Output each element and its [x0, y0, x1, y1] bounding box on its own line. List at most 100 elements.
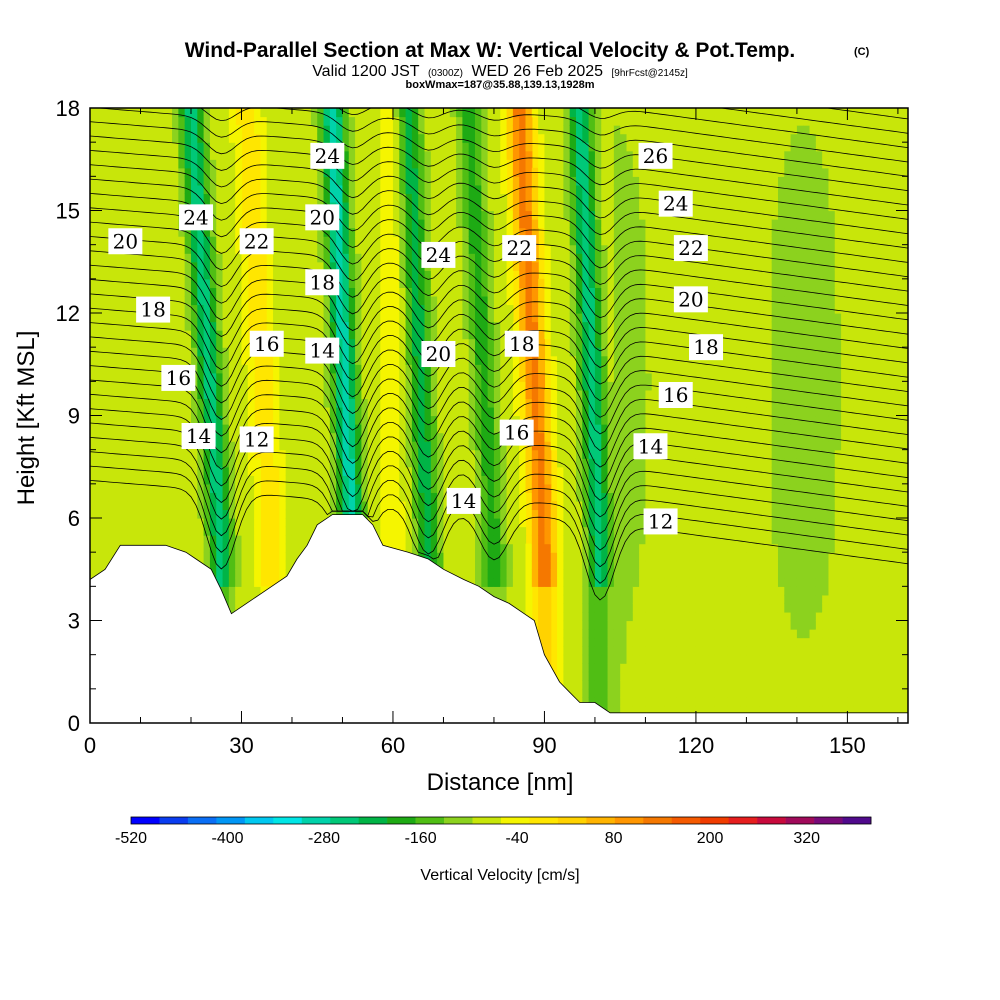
velocity-cell	[487, 552, 495, 562]
velocity-cell	[411, 432, 419, 442]
velocity-cell	[146, 372, 154, 382]
velocity-cell	[203, 415, 211, 425]
velocity-cell	[336, 492, 344, 502]
velocity-cell	[399, 287, 407, 297]
velocity-cell	[399, 150, 407, 160]
velocity-cell	[418, 500, 426, 511]
velocity-cell	[468, 210, 476, 220]
velocity-cell	[140, 492, 148, 502]
velocity-cell	[228, 338, 236, 348]
velocity-cell	[90, 398, 97, 408]
velocity-cell	[418, 449, 426, 459]
velocity-cell	[190, 184, 198, 195]
velocity-cell	[115, 458, 123, 468]
velocity-cell	[437, 321, 445, 331]
velocity-cell	[222, 535, 230, 545]
velocity-cell	[285, 406, 293, 417]
subtitle-utc: (0300Z)	[428, 68, 463, 79]
velocity-cell	[285, 509, 293, 519]
velocity-cell	[279, 142, 287, 152]
velocity-cell	[108, 295, 116, 306]
velocity-cell	[273, 236, 280, 246]
velocity-cell	[146, 355, 154, 365]
velocity-cell	[102, 193, 110, 203]
velocity-cell	[468, 424, 476, 434]
velocity-cell	[512, 227, 520, 237]
velocity-cell	[216, 261, 224, 271]
velocity-cell	[506, 594, 514, 605]
velocity-cell	[197, 355, 205, 365]
velocity-cell	[329, 415, 337, 425]
velocity-cell	[411, 381, 419, 391]
velocity-cell	[500, 398, 508, 408]
velocity-cell	[525, 227, 533, 237]
velocity-cell	[178, 227, 186, 237]
velocity-cell	[380, 389, 388, 400]
velocity-cell	[512, 201, 520, 212]
velocity-cell	[392, 458, 400, 468]
velocity-cell	[197, 159, 205, 169]
velocity-cell	[304, 330, 312, 340]
velocity-cell	[399, 424, 407, 434]
velocity-cell	[355, 304, 362, 314]
velocity-cell	[519, 287, 527, 297]
velocity-cell	[140, 227, 148, 237]
velocity-cell	[443, 415, 451, 425]
velocity-cell	[159, 278, 167, 288]
velocity-cell	[519, 594, 527, 605]
velocity-cell	[228, 236, 236, 246]
velocity-cell	[102, 475, 110, 485]
velocity-cell	[310, 133, 318, 143]
velocity-cell	[279, 270, 287, 280]
velocity-cell	[418, 458, 426, 468]
velocity-cell	[481, 236, 489, 246]
velocity-cell	[235, 133, 243, 143]
velocity-cell	[115, 432, 123, 442]
velocity-cell	[241, 492, 249, 502]
velocity-cell	[285, 526, 293, 536]
velocity-cell	[405, 184, 413, 195]
velocity-cell	[241, 398, 249, 408]
velocity-cell	[216, 244, 224, 254]
velocity-cell	[197, 364, 205, 374]
velocity-cell	[323, 321, 331, 331]
velocity-cell	[216, 304, 224, 314]
velocity-cell	[538, 364, 546, 374]
velocity-cell	[374, 176, 381, 186]
velocity-cell	[310, 184, 318, 195]
velocity-cell	[190, 142, 198, 152]
velocity-cell	[279, 210, 287, 220]
velocity-cell	[374, 449, 381, 459]
velocity-cell	[203, 236, 211, 246]
velocity-cell	[140, 330, 148, 340]
velocity-cell	[285, 458, 293, 468]
velocity-cell	[380, 278, 388, 288]
velocity-cell	[329, 321, 337, 331]
velocity-cell	[399, 355, 407, 365]
velocity-cell	[336, 406, 344, 417]
velocity-cell	[481, 509, 489, 519]
velocity-cell	[140, 364, 148, 374]
velocity-cell	[153, 355, 161, 365]
velocity-cell	[500, 381, 508, 391]
velocity-cell	[178, 330, 186, 340]
velocity-cell	[140, 287, 148, 297]
velocity-cell	[90, 432, 97, 442]
velocity-cell	[228, 475, 236, 485]
velocity-cell	[392, 389, 400, 400]
velocity-cell	[121, 261, 129, 271]
velocity-cell	[329, 125, 337, 135]
velocity-cell	[273, 415, 280, 425]
velocity-cell	[115, 338, 123, 348]
velocity-cell	[285, 159, 293, 169]
velocity-cell	[178, 295, 186, 306]
velocity-cell	[222, 500, 230, 511]
velocity-cell	[304, 526, 312, 536]
velocity-cell	[449, 509, 457, 519]
velocity-cell	[190, 406, 198, 417]
velocity-cell	[90, 150, 97, 160]
velocity-cell	[96, 219, 104, 229]
velocity-cell	[209, 116, 217, 126]
velocity-cell	[487, 526, 495, 536]
velocity-cell	[235, 577, 243, 587]
